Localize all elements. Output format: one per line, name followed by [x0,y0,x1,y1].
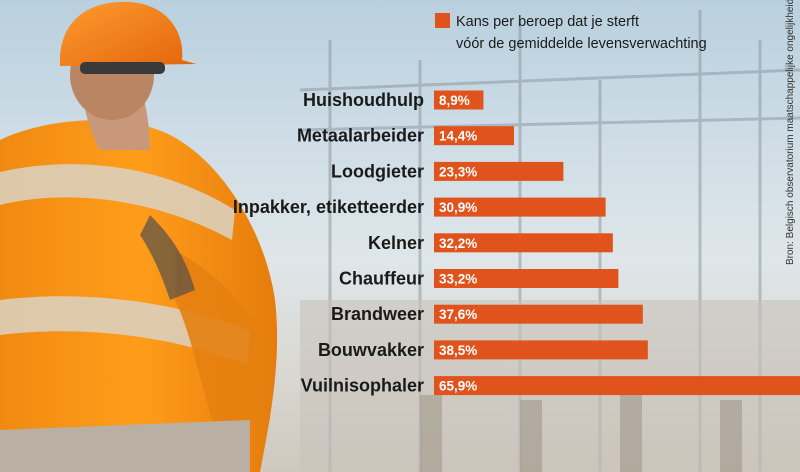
value-label: 8,9% [439,93,470,108]
category-label: Loodgieter [331,161,424,181]
value-label: 30,9% [439,200,477,215]
category-label: Inpakker, etiketteerder [233,197,424,217]
category-label: Chauffeur [339,269,424,289]
value-label: 38,5% [439,343,477,358]
legend: Kans per beroep dat je sterft vóór de ge… [435,13,707,52]
bar [434,161,564,181]
bar [434,233,613,253]
bar [434,197,606,217]
value-label: 65,9% [439,379,477,394]
source-note: Bron: Belgisch observatorium maatschappe… [785,0,796,265]
category-label: Huishoudhulp [303,90,424,110]
category-label: Vuilnisophaler [301,376,424,396]
bars-group: Huishoudhulp 8,9% Metaalarbeider 14,4% Loodg… [233,90,800,396]
value-label: 14,4% [439,129,477,144]
value-label: 33,2% [439,272,477,287]
category-label: Metaalarbeider [297,126,424,146]
category-label: Bouwvakker [318,340,424,360]
legend-line-1: Kans per beroep dat je sterft [456,14,639,30]
bar [434,376,800,396]
bar [434,126,514,146]
value-label: 32,2% [439,236,477,251]
bar [434,269,619,288]
legend-line-2: vóór de gemiddelde levensverwachting [456,36,707,52]
bar [434,90,484,110]
legend-swatch [435,13,450,28]
bar [434,304,643,324]
value-label: 23,3% [439,164,477,179]
category-label: Brandweer [331,304,424,324]
category-label: Kelner [368,233,424,253]
value-label: 37,6% [439,307,477,322]
bar [434,340,648,360]
